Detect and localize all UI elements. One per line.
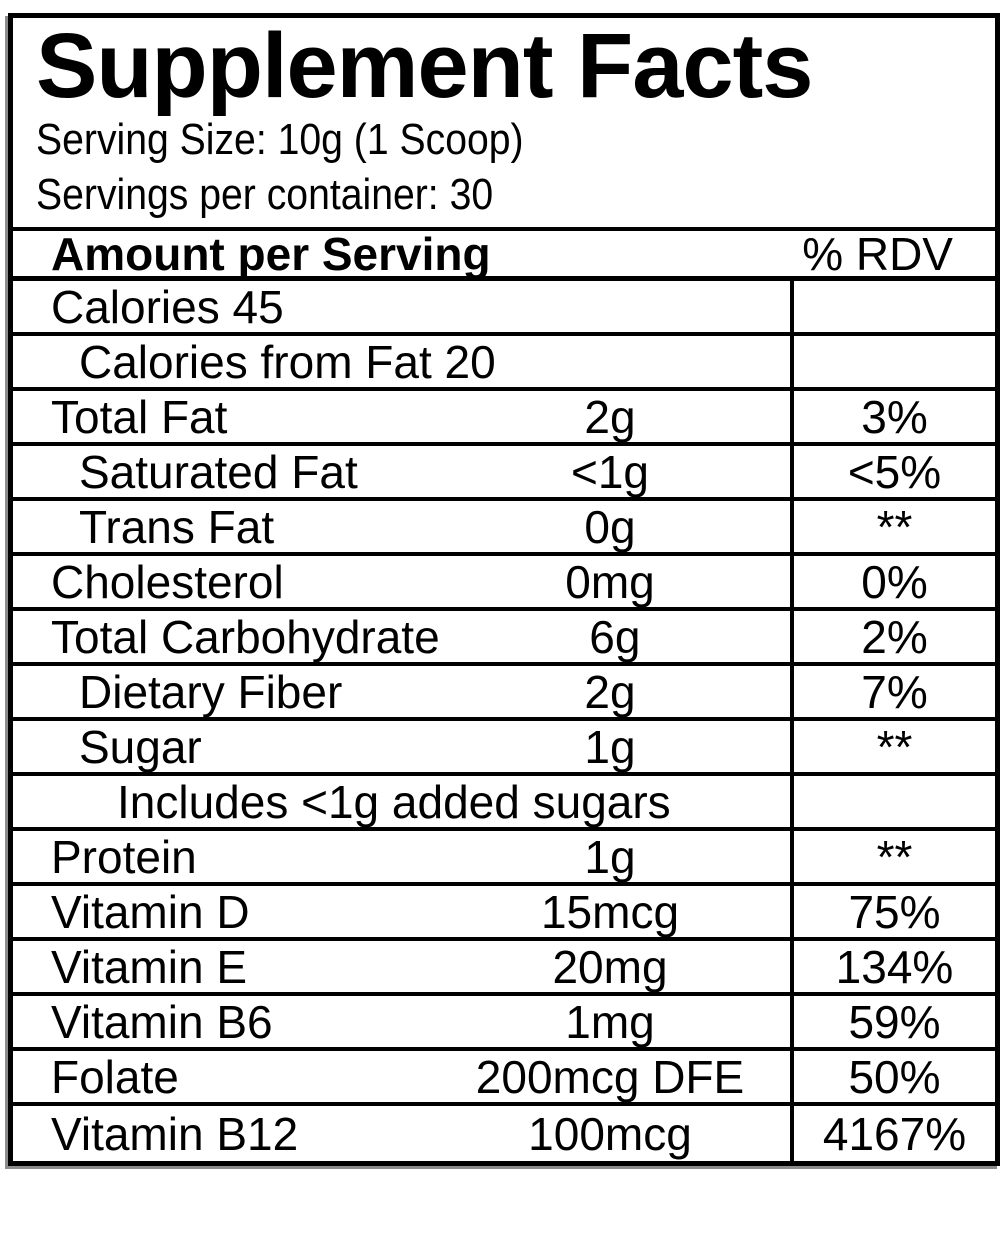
- row-main: Folate 200mcg DFE: [13, 1050, 790, 1103]
- row-rdv-value: 59%: [790, 996, 995, 1048]
- row-label: Total Carbohydrate: [51, 610, 440, 663]
- row-label: Calories 45: [51, 280, 284, 333]
- table-row: Vitamin D 15mcg 75%: [13, 886, 995, 941]
- label-masthead: Supplement Facts Serving Size: 10g (1 Sc…: [13, 18, 995, 227]
- table-row: Cholesterol 0mg 0%: [13, 556, 995, 611]
- servings-per-container-text: Servings per container: 30: [36, 170, 494, 219]
- row-main: Vitamin B6 1mg: [13, 995, 790, 1048]
- row-main: Protein 1g: [13, 830, 790, 883]
- row-amount: 2g: [584, 665, 636, 718]
- row-amount: 100mcg: [528, 1107, 692, 1160]
- row-label: Total Fat: [51, 390, 228, 443]
- row-label: Vitamin B12: [51, 1107, 299, 1160]
- row-main: Vitamin E 20mg: [13, 940, 790, 993]
- row-amount: 0mg: [565, 555, 655, 608]
- table-row: Total Carbohydrate 6g 2%: [13, 611, 995, 666]
- row-main: Calories from Fat 20: [13, 335, 790, 388]
- table-row: Saturated Fat <1g <5%: [13, 446, 995, 501]
- row-main: Vitamin D 15mcg: [13, 885, 790, 938]
- row-main: Dietary Fiber 2g: [13, 665, 790, 718]
- row-rdv-value: [790, 776, 995, 827]
- row-rdv-value: **: [790, 501, 995, 553]
- row-label: Includes <1g added sugars: [117, 775, 671, 828]
- row-main: Vitamin B12 100mcg: [13, 1106, 790, 1161]
- row-label: Cholesterol: [51, 555, 284, 608]
- supplement-facts-label: Supplement Facts Serving Size: 10g (1 Sc…: [8, 13, 1000, 1166]
- row-main: Cholesterol 0mg: [13, 555, 790, 608]
- row-main: Includes <1g added sugars: [13, 775, 790, 828]
- row-main: Saturated Fat <1g: [13, 445, 790, 498]
- table-row: Includes <1g added sugars: [13, 776, 995, 831]
- row-main: Sugar 1g: [13, 720, 790, 773]
- servings-per-container-line: Servings per container: 30: [36, 167, 975, 222]
- rdv-header: % RDV: [802, 227, 953, 280]
- table-header-row: Amount per Serving % RDV: [13, 227, 995, 281]
- row-label: Folate: [51, 1050, 179, 1103]
- table-row: Total Fat 2g 3%: [13, 391, 995, 446]
- row-label: Trans Fat: [79, 500, 275, 553]
- table-row: Calories 45: [13, 281, 995, 336]
- row-main: Trans Fat 0g: [13, 500, 790, 553]
- table-row: Trans Fat 0g **: [13, 501, 995, 556]
- row-amount: 2g: [584, 390, 636, 443]
- table-row: Calories from Fat 20: [13, 336, 995, 391]
- table-row: Dietary Fiber 2g 7%: [13, 666, 995, 721]
- row-label: Protein: [51, 830, 197, 883]
- row-amount: 15mcg: [540, 885, 680, 938]
- serving-size-text: Serving Size: 10g (1 Scoop): [36, 115, 524, 164]
- row-main: Total Carbohydrate 6g: [13, 610, 790, 663]
- row-rdv-value: 7%: [790, 666, 995, 718]
- row-amount: 200mcg DFE: [475, 1050, 745, 1103]
- row-label: Calories from Fat 20: [79, 335, 496, 388]
- row-main: Calories 45: [13, 280, 790, 333]
- row-amount: 1mg: [565, 995, 655, 1048]
- row-label: Vitamin B6: [51, 995, 273, 1048]
- row-rdv-value: **: [790, 831, 995, 883]
- row-rdv-value: 0%: [790, 556, 995, 608]
- row-amount: 1g: [584, 720, 636, 773]
- row-label: Vitamin E: [51, 940, 248, 993]
- row-rdv-value: 2%: [790, 611, 995, 663]
- table-row: Folate 200mcg DFE 50%: [13, 1051, 995, 1106]
- table-row: Sugar 1g **: [13, 721, 995, 776]
- row-rdv-value: [790, 336, 995, 387]
- table-row: Protein 1g **: [13, 831, 995, 886]
- row-label: Sugar: [79, 720, 202, 773]
- row-rdv-value: 50%: [790, 1051, 995, 1103]
- row-label: Saturated Fat: [79, 445, 358, 498]
- row-rdv-value: **: [790, 721, 995, 773]
- row-amount: 6g: [589, 610, 641, 663]
- facts-table: Calories 45 Calories from Fat 20 Total Fat…: [13, 281, 995, 1161]
- serving-size-line: Serving Size: 10g (1 Scoop): [36, 112, 975, 167]
- row-amount: 20mg: [552, 940, 668, 993]
- row-rdv-value: <5%: [790, 446, 995, 498]
- row-main: Total Fat 2g: [13, 390, 790, 443]
- row-label: Dietary Fiber: [79, 665, 343, 718]
- table-row: Vitamin B12 100mcg 4167%: [13, 1106, 995, 1161]
- amount-per-serving-header: Amount per Serving: [51, 227, 491, 280]
- row-rdv-value: 75%: [790, 886, 995, 938]
- row-amount: 0g: [584, 500, 636, 553]
- row-rdv-value: [790, 281, 995, 332]
- row-amount: <1g: [570, 445, 650, 498]
- table-row: Vitamin B6 1mg 59%: [13, 996, 995, 1051]
- row-amount: 1g: [584, 830, 636, 883]
- page-title: Supplement Facts: [36, 15, 813, 117]
- table-row: Vitamin E 20mg 134%: [13, 941, 995, 996]
- row-rdv-value: 4167%: [790, 1106, 995, 1161]
- row-label: Vitamin D: [51, 885, 250, 938]
- row-rdv-value: 134%: [790, 941, 995, 993]
- row-rdv-value: 3%: [790, 391, 995, 443]
